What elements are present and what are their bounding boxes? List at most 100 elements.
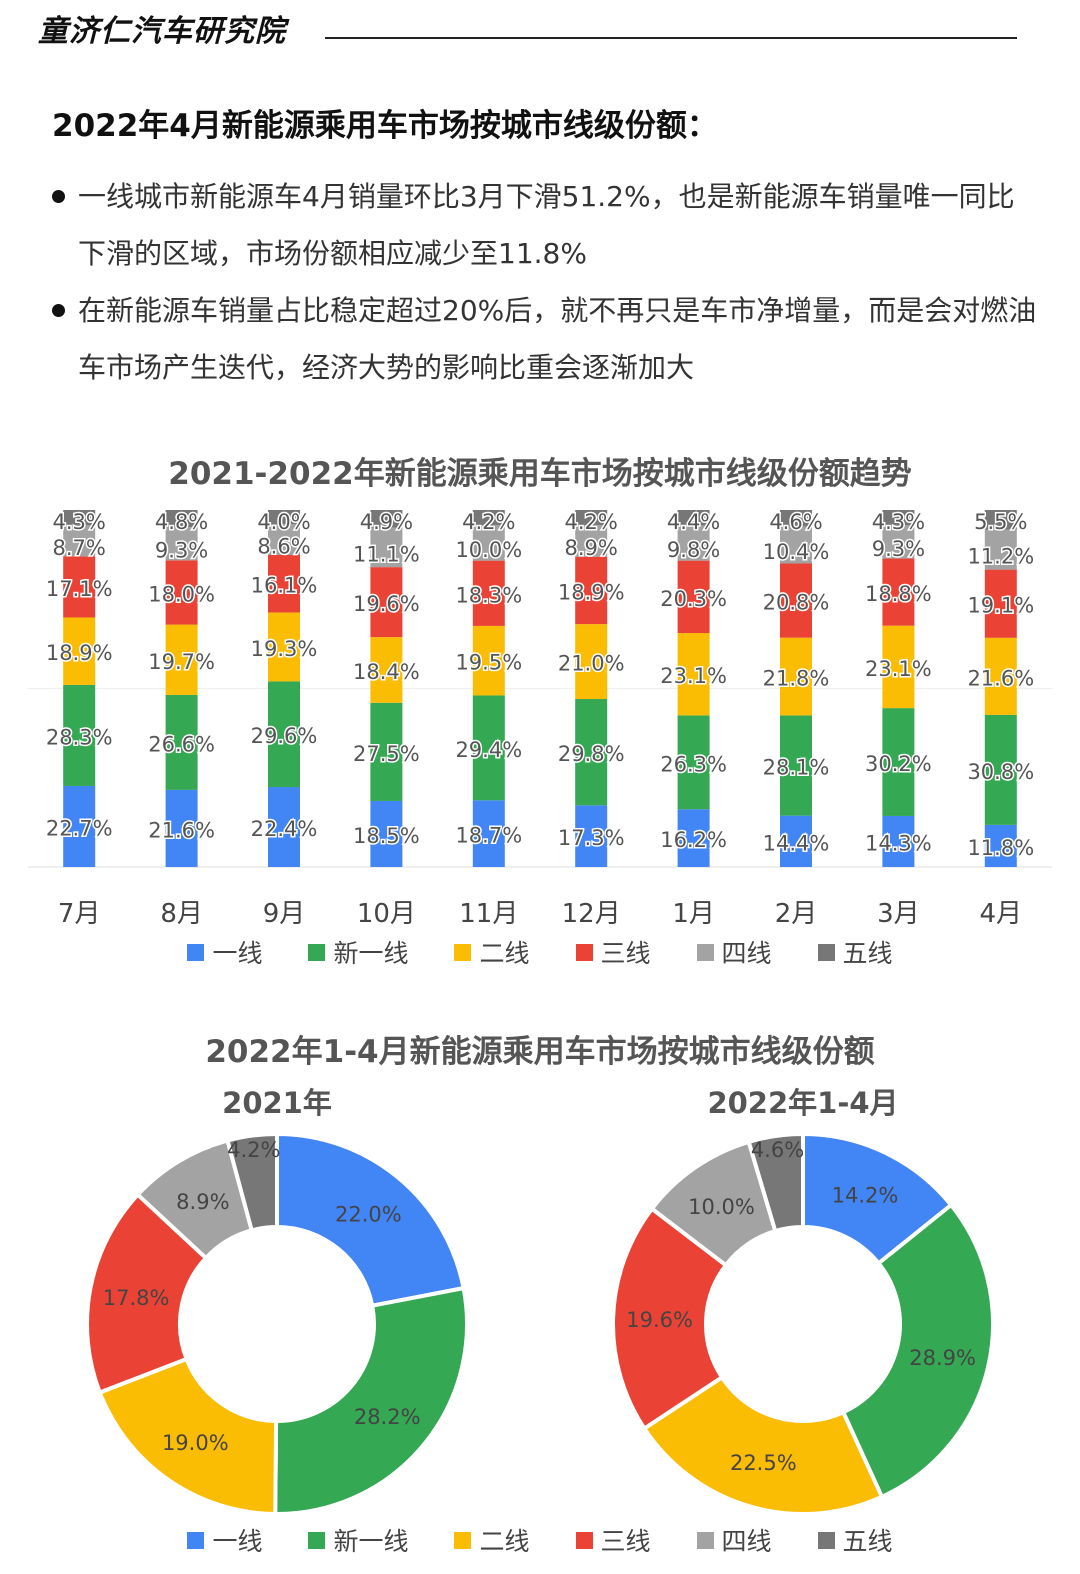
bar-segment bbox=[472, 625, 505, 696]
bar-segment bbox=[984, 529, 1017, 570]
bar-data-label: 4.2% bbox=[462, 510, 515, 534]
bar-segment bbox=[370, 637, 403, 703]
donut-data-label: 17.8% bbox=[103, 1286, 170, 1310]
bar-data-label: 11.1% bbox=[353, 542, 420, 566]
bar-data-label: 20.3% bbox=[660, 587, 727, 611]
bar-segment bbox=[780, 815, 812, 867]
brand-title: 童济仁汽车研究院 bbox=[38, 14, 286, 49]
bar-data-label: 4.9% bbox=[360, 510, 413, 534]
bar-data-label: 27.5% bbox=[353, 742, 420, 766]
legend-label: 五线 bbox=[842, 1527, 893, 1556]
bar-data-label: 4.6% bbox=[769, 510, 822, 534]
bar-segment bbox=[575, 699, 608, 806]
donut-chart-legend: 一线 新一线 二线 三线 四线 五线 bbox=[0, 1522, 1080, 1558]
bar-segment bbox=[63, 617, 96, 685]
bar-segment bbox=[882, 558, 915, 626]
legend-item: 四线 bbox=[696, 1522, 772, 1558]
bar-segment bbox=[575, 510, 608, 525]
legend-swatch-icon bbox=[187, 1531, 205, 1549]
bar-data-label: 5.5% bbox=[974, 510, 1027, 534]
donut-data-label: 14.2% bbox=[832, 1184, 899, 1208]
bullet-dot-icon bbox=[52, 190, 65, 203]
bar-segment bbox=[370, 567, 403, 638]
x-tick-label: 8月 bbox=[160, 899, 203, 929]
legend-swatch-icon bbox=[696, 943, 714, 961]
bullet-dot-icon bbox=[52, 304, 65, 317]
bar-data-label: 19.5% bbox=[455, 651, 522, 675]
bar-segment bbox=[780, 526, 812, 564]
bar-segment bbox=[472, 800, 505, 867]
bar-data-label: 4.4% bbox=[667, 510, 720, 534]
bar-segment bbox=[780, 637, 812, 716]
bar-segment bbox=[268, 554, 300, 613]
bar-data-label: 8.9% bbox=[565, 536, 618, 560]
legend-label: 新一线 bbox=[333, 939, 409, 968]
bar-segment bbox=[370, 510, 403, 528]
bar-data-label: 4.3% bbox=[53, 510, 106, 534]
x-tick-label: 4月 bbox=[980, 899, 1023, 929]
legend-item: 二线 bbox=[454, 934, 530, 970]
bar-data-label: 26.6% bbox=[148, 732, 215, 756]
donut-slice bbox=[840, 1202, 995, 1500]
bar-data-label: 20.8% bbox=[763, 591, 830, 615]
donut-data-label: 22.0% bbox=[335, 1202, 402, 1226]
bar-segment bbox=[984, 637, 1017, 715]
bar-segment bbox=[268, 612, 300, 682]
donut-subtitle: 2022年1-4月 bbox=[707, 1086, 898, 1120]
legend-item: 新一线 bbox=[308, 934, 408, 970]
legend-swatch-icon bbox=[454, 1531, 472, 1549]
bar-segment bbox=[63, 510, 96, 526]
legend-swatch-icon bbox=[308, 1531, 326, 1549]
x-tick-label: 9月 bbox=[263, 899, 306, 929]
bar-segment bbox=[984, 510, 1017, 530]
bar-data-label: 18.3% bbox=[455, 583, 522, 607]
bar-chart-legend: 一线 新一线 二线 三线 四线 五线 bbox=[0, 934, 1080, 970]
bar-data-label: 18.8% bbox=[865, 582, 932, 606]
bar-data-label: 29.8% bbox=[558, 742, 625, 766]
legend-item: 三线 bbox=[575, 1522, 651, 1558]
bar-segment bbox=[268, 681, 300, 788]
bar-data-label: 4.8% bbox=[155, 510, 208, 534]
legend-item: 二线 bbox=[454, 1522, 530, 1558]
donut-slice bbox=[746, 1131, 805, 1234]
donut-slice bbox=[97, 1356, 279, 1517]
bar-segment bbox=[677, 715, 710, 810]
bar-data-label: 17.1% bbox=[46, 577, 113, 601]
legend-swatch-icon bbox=[817, 943, 835, 961]
legend-item: 四线 bbox=[696, 934, 772, 970]
legend-item: 新一线 bbox=[308, 1522, 408, 1558]
bar-data-label: 19.1% bbox=[967, 594, 1034, 618]
bar-data-label: 28.3% bbox=[46, 725, 113, 749]
bar-segment bbox=[575, 556, 608, 625]
bar-data-label: 21.8% bbox=[763, 667, 830, 691]
bar-data-label: 10.4% bbox=[763, 540, 830, 564]
bar-segment bbox=[472, 510, 505, 525]
bar-segment bbox=[165, 527, 198, 561]
bar-data-label: 11.8% bbox=[967, 836, 1034, 860]
header-rule bbox=[325, 37, 1017, 39]
legend-swatch-icon bbox=[696, 1531, 714, 1549]
bar-data-label: 18.5% bbox=[353, 824, 420, 848]
bar-data-label: 16.1% bbox=[251, 574, 318, 598]
bar-segment bbox=[165, 624, 198, 695]
bar-segment bbox=[165, 510, 198, 528]
x-tick-label: 7月 bbox=[58, 899, 101, 929]
bar-data-label: 23.1% bbox=[660, 664, 727, 688]
bar-segment bbox=[63, 684, 96, 786]
bar-segment bbox=[268, 787, 300, 867]
x-tick-label: 11月 bbox=[459, 899, 518, 929]
donut-data-label: 4.6% bbox=[751, 1138, 804, 1162]
legend-label: 新一线 bbox=[333, 1527, 409, 1556]
bar-segment bbox=[165, 560, 198, 625]
bar-segment bbox=[472, 560, 505, 626]
donut-slice bbox=[85, 1191, 209, 1396]
bar-data-label: 8.7% bbox=[53, 536, 106, 560]
donut-data-label: 28.9% bbox=[909, 1346, 976, 1370]
bullet-text: 一线城市新能源车4月销量环比3月下滑51.2%，也是新能源车销量唯一同比下滑的区… bbox=[78, 180, 1015, 270]
bar-data-label: 4.3% bbox=[872, 510, 925, 534]
bar-segment bbox=[780, 715, 812, 816]
donut-data-label: 28.2% bbox=[354, 1405, 421, 1429]
bar-data-label: 18.4% bbox=[353, 660, 420, 684]
donut-slice bbox=[275, 1131, 466, 1309]
donut-charts-title: 2022年1-4月新能源乘用车市场按城市线级份额 bbox=[205, 1034, 875, 1070]
